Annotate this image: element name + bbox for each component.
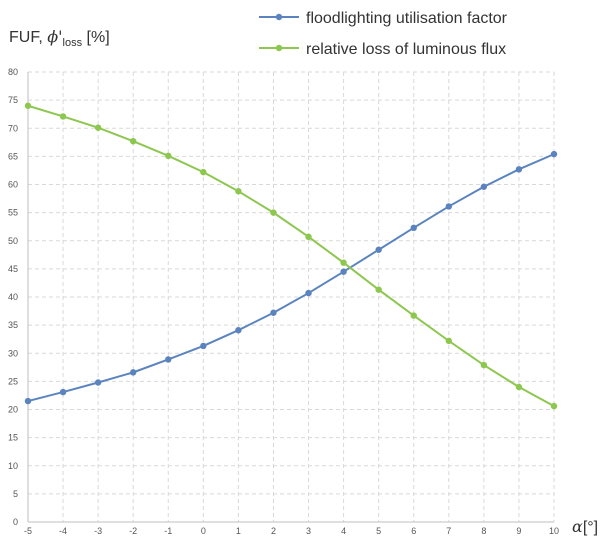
data-point	[340, 268, 347, 275]
series-points	[24, 102, 558, 410]
data-point	[235, 188, 242, 195]
data-point	[59, 388, 67, 396]
x-axis-title: α[°]	[572, 517, 598, 536]
y-tick-label: 35	[8, 320, 18, 330]
x-tick-label: 9	[516, 526, 521, 536]
y-tick-label: 70	[8, 123, 18, 133]
data-point	[235, 326, 242, 334]
x-tick-label: -2	[129, 526, 137, 536]
axes	[27, 72, 554, 523]
x-tick-label: -5	[24, 526, 32, 536]
legend-swatch-marker	[275, 44, 283, 52]
data-point	[200, 342, 207, 350]
y-tick-label: 75	[8, 95, 18, 105]
y-axis-title-unit: [%]	[82, 29, 110, 46]
y-tick-label: 40	[8, 292, 18, 302]
x-tick-label: 7	[446, 526, 451, 536]
data-point	[445, 203, 452, 210]
data-point	[305, 289, 312, 297]
data-point	[305, 233, 312, 241]
x-axis-title-symbol: α	[572, 517, 583, 536]
y-tick-labels: 0 5 10 15 20 25 30 35 40 45 50 55 60 65 70 75 80	[8, 67, 18, 527]
data-point	[515, 166, 523, 173]
x-tick-label: 8	[481, 526, 486, 536]
legend-label-floodlighting: floodlighting utilisation factor	[306, 10, 508, 27]
data-point	[94, 379, 102, 386]
x-tick-label: -1	[164, 526, 172, 536]
data-point	[375, 286, 382, 293]
grid	[28, 71, 555, 522]
y-axis-title-symbol: ϕ'	[47, 27, 62, 46]
data-point	[375, 246, 382, 253]
data-point	[445, 337, 452, 345]
legend: floodlighting utilisation factor relativ…	[259, 10, 508, 58]
y-tick-label: 5	[13, 489, 18, 499]
x-tick-label: 0	[201, 526, 206, 536]
y-tick-label: 25	[8, 376, 18, 386]
y-tick-label: 55	[8, 208, 18, 218]
legend-label-relative-loss: relative loss of luminous flux	[306, 41, 506, 58]
data-point	[480, 361, 488, 369]
series-line-1	[27, 104, 555, 408]
x-tick-label: 4	[341, 526, 346, 536]
x-tick-label: 10	[549, 526, 559, 536]
data-point	[24, 397, 32, 405]
y-axis-title-subscript: loss	[63, 37, 83, 49]
y-tick-label: 50	[8, 236, 18, 246]
y-tick-label: 65	[8, 151, 18, 161]
data-point	[550, 402, 558, 410]
y-tick-label: 80	[8, 67, 18, 77]
legend-swatch-marker	[275, 13, 283, 21]
legend-item-floodlighting: floodlighting utilisation factor	[259, 10, 508, 27]
data-point	[410, 312, 417, 319]
data-point	[340, 259, 347, 266]
data-point	[94, 124, 102, 131]
x-tick-label: 5	[376, 526, 381, 536]
x-axis-title-unit: [°]	[583, 519, 598, 536]
data-point	[165, 356, 172, 363]
data-point	[480, 183, 488, 190]
y-tick-label: 45	[8, 264, 18, 274]
y-tick-label: 60	[8, 180, 18, 190]
y-tick-label: 20	[8, 405, 18, 415]
y-axis-title-prefix: FUF,	[9, 29, 47, 46]
data-point	[550, 150, 558, 158]
y-tick-label: 10	[8, 461, 18, 471]
y-axis-title: FUF, ϕ'loss [%]	[9, 27, 110, 49]
x-tick-label: -3	[94, 526, 102, 536]
data-point	[515, 383, 523, 391]
legend-item-relative-loss: relative loss of luminous flux	[259, 41, 506, 58]
y-tick-label: 0	[13, 517, 18, 527]
data-point	[200, 168, 207, 176]
data-point	[130, 137, 137, 145]
series-line-0	[27, 153, 555, 403]
data-point	[130, 369, 137, 376]
y-tick-label: 30	[8, 348, 18, 358]
data-point	[165, 152, 172, 160]
x-tick-label: 6	[411, 526, 416, 536]
x-tick-labels: -5 -4 -3 -2 -1 0 1 2 3 4 5 6 7 8 9 10	[24, 526, 559, 536]
series-lines	[27, 104, 555, 408]
x-tick-label: 1	[236, 526, 241, 536]
x-tick-label: -4	[59, 526, 67, 536]
data-point	[59, 113, 67, 120]
x-tick-label: 2	[271, 526, 276, 536]
data-point	[270, 209, 277, 216]
x-tick-label: 3	[306, 526, 311, 536]
data-point	[410, 224, 417, 232]
data-point	[24, 102, 32, 109]
y-tick-label: 15	[8, 433, 18, 443]
data-point	[270, 309, 277, 316]
